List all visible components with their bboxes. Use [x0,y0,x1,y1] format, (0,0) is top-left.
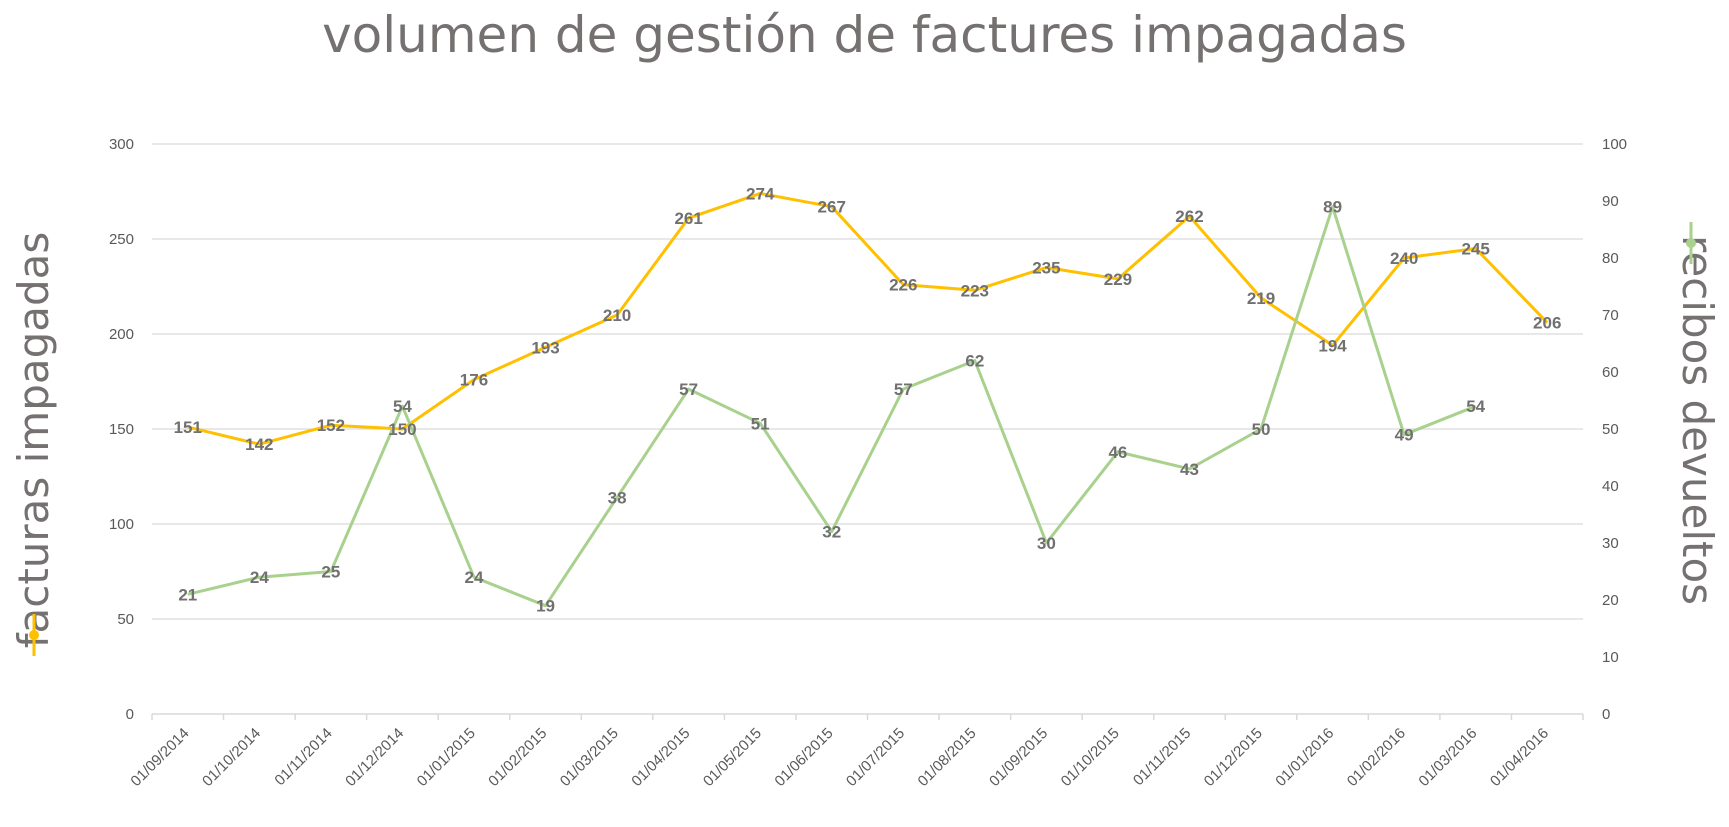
data-label: 89 [1323,198,1342,217]
data-label: 229 [1104,270,1132,289]
data-label: 261 [674,209,702,228]
data-label: 54 [1466,397,1485,416]
data-label: 274 [746,184,775,203]
y-left-tick-label: 100 [109,516,134,533]
x-tick-label: 01/10/2014 [199,725,264,790]
data-label: 21 [178,585,197,604]
data-label: 210 [603,306,631,325]
x-tick-label: 01/07/2015 [843,725,908,790]
y-right-tick-label: 90 [1602,193,1619,210]
data-label: 30 [1037,534,1056,553]
data-label: 152 [317,416,345,435]
x-tick-label: 01/11/2014 [271,725,335,789]
data-label: 43 [1180,460,1199,479]
y-left-tick-label: 250 [109,231,134,248]
x-tick-label: 01/01/2015 [414,725,479,790]
series-line-recibos-devueltos [187,205,1477,608]
x-tick-label: 01/03/2015 [557,725,622,790]
x-tick-label: 01/09/2015 [986,725,1051,790]
x-tick-label: 01/09/2014 [127,725,192,790]
y-left-tick-label: 150 [109,421,134,438]
x-tick-label: 01/03/2016 [1415,725,1480,790]
y-right-tick-label: 10 [1602,649,1619,666]
x-tick-label: 01/05/2015 [700,725,765,790]
x-tick-label: 01/12/2014 [342,725,407,790]
data-label: 151 [174,418,202,437]
data-label: 24 [250,568,269,587]
x-tick-label: 01/04/2016 [1487,725,1552,790]
y-right-tick-label: 20 [1602,592,1619,609]
data-label: 19 [536,597,555,616]
data-label: 57 [894,380,913,399]
y-left-tick-label: 50 [117,611,134,628]
x-tick-label: 01/10/2015 [1058,725,1123,790]
y-left-tick-label: 300 [109,136,134,153]
data-label: 245 [1461,240,1489,259]
x-tick-label: 01/02/2015 [485,725,550,790]
x-tick-label: 01/02/2016 [1344,725,1409,790]
data-label: 194 [1318,336,1347,355]
data-label: 51 [751,414,770,433]
y-right-tick-label: 70 [1602,307,1619,324]
data-label: 62 [965,352,984,371]
y-left-tick-label: 200 [109,326,134,343]
data-label: 54 [393,397,412,416]
data-label: 50 [1252,420,1271,439]
data-label: 267 [818,198,846,217]
data-label: 142 [245,435,273,454]
legend-key-marker-recibos [1686,238,1696,248]
x-tick-label: 01/08/2015 [915,725,980,790]
data-label: 24 [465,568,484,587]
y-right-tick-label: 50 [1602,421,1619,438]
data-label: 32 [822,523,841,542]
y-right-tick-label: 60 [1602,364,1619,381]
x-tick-label: 01/04/2015 [628,725,693,790]
data-label: 219 [1247,289,1275,308]
data-label: 240 [1390,249,1418,268]
data-label: 38 [608,488,627,507]
x-tick-label: 01/06/2015 [771,725,836,790]
data-label: 262 [1175,207,1203,226]
data-label: 57 [679,380,698,399]
series-line-facturas-impagadas [187,191,1549,446]
y-left-axis-title: facturas impagadas [9,232,58,649]
data-label: 223 [961,281,989,300]
data-label: 176 [460,371,488,390]
y-right-axis-title: recibos devueltos [1673,235,1722,605]
x-tick-label: 01/12/2015 [1201,725,1266,790]
data-label: 150 [388,420,416,439]
x-tick-label: 01/01/2016 [1272,725,1337,790]
y-right-tick-label: 80 [1602,250,1619,267]
data-label: 193 [531,338,559,357]
data-label: 46 [1108,443,1127,462]
legend-key-marker-facturas [29,630,39,640]
y-right-tick-label: 0 [1602,706,1610,723]
data-label: 206 [1533,314,1561,333]
y-right-tick-label: 40 [1602,478,1619,495]
data-label: 235 [1032,259,1060,278]
x-tick-label: 01/11/2015 [1130,725,1194,789]
data-label: 226 [889,276,917,295]
y-left-tick-label: 0 [126,706,134,723]
data-label: 49 [1395,426,1414,445]
y-right-tick-label: 100 [1602,136,1627,153]
y-right-tick-label: 30 [1602,535,1619,552]
data-label: 25 [321,563,340,582]
chart-title: volumen de gestión de factures impagadas [322,6,1407,64]
